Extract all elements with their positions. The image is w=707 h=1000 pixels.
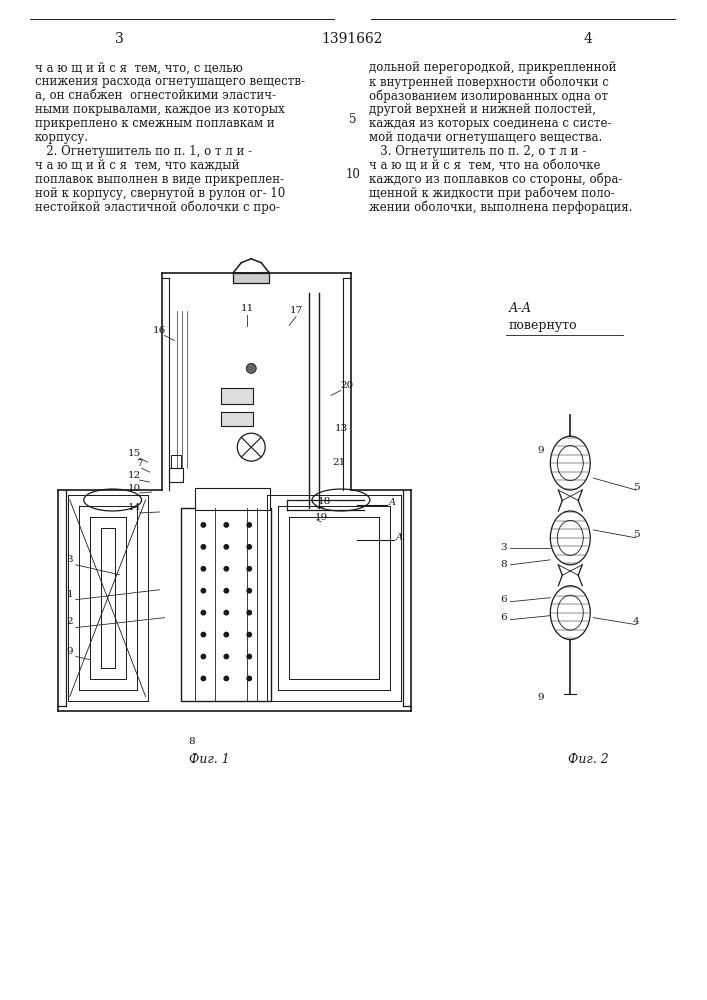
Bar [233,273,269,283]
Text: 9: 9 [537,446,544,455]
Circle shape [201,545,206,549]
Bar [172,455,182,468]
Text: 4: 4 [584,32,592,46]
Text: 5: 5 [633,530,639,539]
Text: мой подачи огнетушащего вещества.: мой подачи огнетушащего вещества. [369,131,602,144]
Text: ч а ю щ и й с я  тем, что, с целью: ч а ю щ и й с я тем, что, с целью [35,61,243,74]
Text: 13: 13 [334,424,348,433]
Text: 3: 3 [115,32,124,46]
Text: повернуто: повернуто [508,319,577,332]
Text: 1391662: 1391662 [321,32,382,46]
Circle shape [247,676,252,681]
Text: 9: 9 [66,647,73,656]
Ellipse shape [557,595,583,630]
Bar [170,468,183,482]
Bar [195,488,270,510]
Text: корпусу.: корпусу. [35,131,89,144]
Text: 5: 5 [633,483,639,492]
Circle shape [247,545,252,549]
Circle shape [201,589,206,593]
Circle shape [224,523,228,527]
Text: 4: 4 [633,617,639,626]
Circle shape [247,610,252,615]
Circle shape [201,676,206,681]
Circle shape [247,589,252,593]
Text: А-А: А-А [508,302,532,315]
Text: 21: 21 [332,458,346,467]
Circle shape [224,545,228,549]
Circle shape [224,589,228,593]
Text: дольной перегородкой, прикрепленной: дольной перегородкой, прикрепленной [369,61,617,74]
Text: а, он снабжен  огнестойкими эластич-: а, он снабжен огнестойкими эластич- [35,89,276,102]
Bar [182,508,271,701]
Text: 2: 2 [66,617,73,626]
Text: 19: 19 [315,513,327,522]
Text: A: A [388,498,395,507]
Text: каждая из которых соединена с систе-: каждая из которых соединена с систе- [369,117,612,130]
Text: A: A [395,533,402,542]
Ellipse shape [557,446,583,481]
Circle shape [201,523,206,527]
Circle shape [224,632,228,637]
Text: ными покрывалами, каждое из которых: ными покрывалами, каждое из которых [35,103,285,116]
Text: 16: 16 [153,326,166,335]
Circle shape [201,610,206,615]
Text: ч а ю щ и й с я  тем, что на оболочке: ч а ю щ и й с я тем, что на оболочке [369,159,600,172]
Circle shape [224,654,228,659]
Text: 12: 12 [128,471,141,480]
Text: Фиг. 2: Фиг. 2 [568,753,609,766]
Circle shape [247,567,252,571]
Circle shape [224,567,228,571]
Text: поплавок выполнен в виде прикреплен-: поплавок выполнен в виде прикреплен- [35,173,284,186]
Bar [221,388,253,404]
Text: 6: 6 [500,613,507,622]
Text: каждого из поплавков со стороны, обра-: каждого из поплавков со стороны, обра- [369,173,622,186]
Text: ной к корпусу, свернутой в рулон ог- 10: ной к корпусу, свернутой в рулон ог- 10 [35,187,285,200]
Text: жении оболочки, выполнена перфорация.: жении оболочки, выполнена перфорация. [369,201,632,214]
Text: 10: 10 [346,168,361,181]
Text: прикреплено к смежным поплавкам и: прикреплено к смежным поплавкам и [35,117,274,130]
Text: 5: 5 [349,113,357,126]
Text: 8: 8 [500,560,507,569]
Bar [221,412,253,426]
Text: 10: 10 [128,484,141,493]
Text: 6: 6 [500,595,507,604]
Circle shape [247,523,252,527]
Text: к внутренней поверхности оболочки с: к внутренней поверхности оболочки с [369,75,609,89]
Text: 14: 14 [128,503,141,512]
Text: 7: 7 [136,459,143,468]
Text: Фиг. 1: Фиг. 1 [189,753,230,766]
Circle shape [201,632,206,637]
Text: 3: 3 [66,555,73,564]
Text: снижения расхода огнетушащего веществ-: снижения расхода огнетушащего веществ- [35,75,305,88]
Text: 11: 11 [240,304,254,313]
Circle shape [224,676,228,681]
Circle shape [224,610,228,615]
Circle shape [201,567,206,571]
Text: другой верхней и нижней полостей,: другой верхней и нижней полостей, [369,103,596,116]
Text: 18: 18 [317,497,331,506]
Circle shape [246,363,256,373]
Text: нестойкой эластичной оболочки с про-: нестойкой эластичной оболочки с про- [35,201,280,214]
Text: 8: 8 [188,737,194,746]
Text: 2. Огнетушитель по п. 1, о т л и -: 2. Огнетушитель по п. 1, о т л и - [35,145,252,158]
Text: 17: 17 [289,306,303,315]
Text: щенной к жидкости при рабочем поло-: щенной к жидкости при рабочем поло- [369,187,614,200]
Text: 3. Огнетушитель по п. 2, о т л и -: 3. Огнетушитель по п. 2, о т л и - [369,145,586,158]
Ellipse shape [557,520,583,555]
Circle shape [247,632,252,637]
Text: 15: 15 [128,449,141,458]
Text: образованием изолированных одна от: образованием изолированных одна от [369,89,608,103]
Text: 9: 9 [537,693,544,702]
Text: ч а ю щ и й с я  тем, что каждый: ч а ю щ и й с я тем, что каждый [35,159,240,172]
Text: 1: 1 [66,590,73,599]
Circle shape [201,654,206,659]
Text: 3: 3 [500,543,507,552]
Text: 20: 20 [340,381,354,390]
Circle shape [247,654,252,659]
